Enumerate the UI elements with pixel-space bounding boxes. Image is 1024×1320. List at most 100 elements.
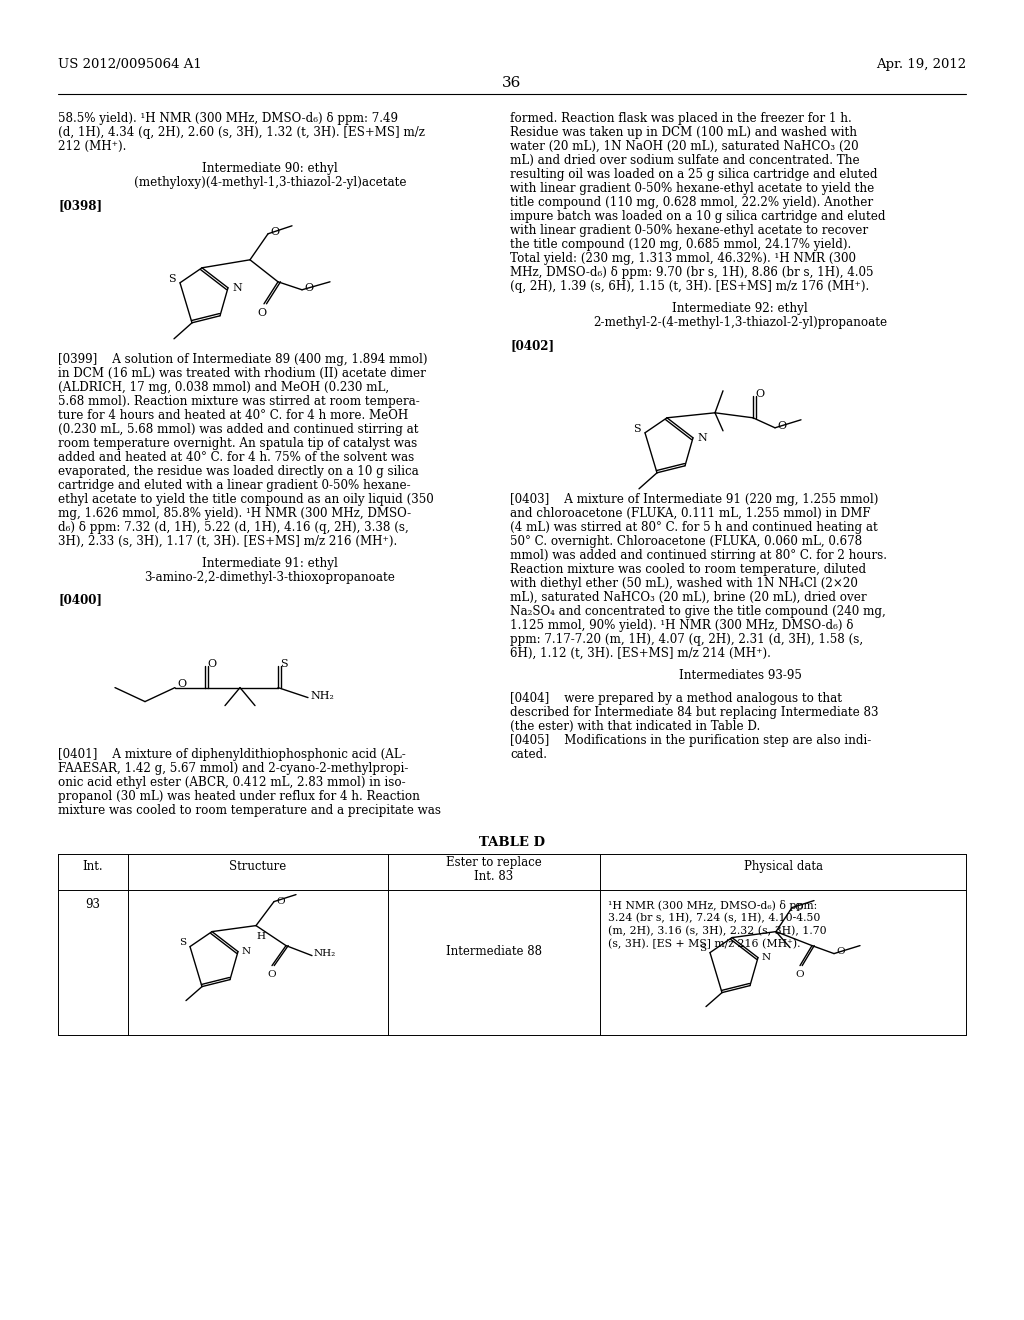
Text: H: H — [256, 932, 265, 941]
Text: in DCM (16 mL) was treated with rhodium (II) acetate dimer: in DCM (16 mL) was treated with rhodium … — [58, 367, 426, 380]
Text: ¹H NMR (300 MHz, DMSO-d₆) δ ppm:: ¹H NMR (300 MHz, DMSO-d₆) δ ppm: — [608, 900, 817, 911]
Text: mmol) was added and continued stirring at 80° C. for 2 hours.: mmol) was added and continued stirring a… — [510, 549, 887, 562]
Text: N: N — [697, 433, 707, 442]
Text: O: O — [836, 946, 845, 956]
Text: 5.68 mmol). Reaction mixture was stirred at room tempera-: 5.68 mmol). Reaction mixture was stirred… — [58, 395, 420, 408]
Text: O: O — [794, 903, 803, 912]
Text: [0400]: [0400] — [58, 594, 102, 607]
Text: (0.230 mL, 5.68 mmol) was added and continued stirring at: (0.230 mL, 5.68 mmol) was added and cont… — [58, 422, 419, 436]
Text: Na₂SO₄ and concentrated to give the title compound (240 mg,: Na₂SO₄ and concentrated to give the titl… — [510, 605, 886, 618]
Text: mL) and dried over sodium sulfate and concentrated. The: mL) and dried over sodium sulfate and co… — [510, 154, 859, 168]
Text: water (20 mL), 1N NaOH (20 mL), saturated NaHCO₃ (20: water (20 mL), 1N NaOH (20 mL), saturate… — [510, 140, 859, 153]
Text: (ALDRICH, 17 mg, 0.038 mmol) and MeOH (0.230 mL,: (ALDRICH, 17 mg, 0.038 mmol) and MeOH (0… — [58, 380, 389, 393]
Text: mL), saturated NaHCO₃ (20 mL), brine (20 mL), dried over: mL), saturated NaHCO₃ (20 mL), brine (20… — [510, 591, 866, 603]
Text: O: O — [777, 421, 786, 430]
Text: propanol (30 mL) was heated under reflux for 4 h. Reaction: propanol (30 mL) was heated under reflux… — [58, 789, 420, 803]
Text: 93: 93 — [85, 898, 100, 911]
Text: Intermediates 93-95: Intermediates 93-95 — [679, 669, 802, 682]
Text: (q, 2H), 1.39 (s, 6H), 1.15 (t, 3H). [ES+MS] m/z 176 (MH⁺).: (q, 2H), 1.39 (s, 6H), 1.15 (t, 3H). [ES… — [510, 280, 869, 293]
Text: Intermediate 90: ethyl: Intermediate 90: ethyl — [202, 162, 338, 176]
Text: [0404]    were prepared by a method analogous to that: [0404] were prepared by a method analogo… — [510, 692, 842, 705]
Text: resulting oil was loaded on a 25 g silica cartridge and eluted: resulting oil was loaded on a 25 g silic… — [510, 168, 878, 181]
Text: [0401]    A mixture of diphenyldithiophosphonic acid (AL-: [0401] A mixture of diphenyldithiophosph… — [58, 747, 406, 760]
Text: 2-methyl-2-(4-methyl-1,3-thiazol-2-yl)propanoate: 2-methyl-2-(4-methyl-1,3-thiazol-2-yl)pr… — [593, 317, 887, 330]
Text: described for Intermediate 84 but replacing Intermediate 83: described for Intermediate 84 but replac… — [510, 706, 879, 718]
Text: O: O — [304, 282, 313, 293]
Text: 1.125 mmol, 90% yield). ¹H NMR (300 MHz, DMSO-d₆) δ: 1.125 mmol, 90% yield). ¹H NMR (300 MHz,… — [510, 619, 853, 632]
Text: S: S — [168, 273, 176, 284]
Text: cated.: cated. — [510, 747, 547, 760]
Text: (4 mL) was stirred at 80° C. for 5 h and continued heating at: (4 mL) was stirred at 80° C. for 5 h and… — [510, 521, 878, 533]
Text: (methyloxy)(4-methyl-1,3-thiazol-2-yl)acetate: (methyloxy)(4-methyl-1,3-thiazol-2-yl)ac… — [134, 177, 407, 189]
Text: [0398]: [0398] — [58, 199, 102, 211]
Text: formed. Reaction flask was placed in the freezer for 1 h.: formed. Reaction flask was placed in the… — [510, 112, 852, 125]
Text: Reaction mixture was cooled to room temperature, diluted: Reaction mixture was cooled to room temp… — [510, 562, 866, 576]
Text: title compound (110 mg, 0.628 mmol, 22.2% yield). Another: title compound (110 mg, 0.628 mmol, 22.2… — [510, 195, 873, 209]
Text: N: N — [232, 282, 242, 293]
Text: MHz, DMSO-d₆) δ ppm: 9.70 (br s, 1H), 8.86 (br s, 1H), 4.05: MHz, DMSO-d₆) δ ppm: 9.70 (br s, 1H), 8.… — [510, 267, 873, 279]
Text: mixture was cooled to room temperature and a precipitate was: mixture was cooled to room temperature a… — [58, 804, 441, 817]
Text: S: S — [280, 659, 288, 669]
Text: 212 (MH⁺).: 212 (MH⁺). — [58, 140, 126, 153]
Text: (d, 1H), 4.34 (q, 2H), 2.60 (s, 3H), 1.32 (t, 3H). [ES+MS] m/z: (d, 1H), 4.34 (q, 2H), 2.60 (s, 3H), 1.3… — [58, 125, 425, 139]
Text: room temperature overnight. An spatula tip of catalyst was: room temperature overnight. An spatula t… — [58, 437, 417, 450]
Text: O: O — [276, 898, 285, 906]
Text: O: O — [267, 970, 276, 978]
Text: onic acid ethyl ester (ABCR, 0.412 mL, 2.83 mmol) in iso-: onic acid ethyl ester (ABCR, 0.412 mL, 2… — [58, 776, 406, 788]
Text: (m, 2H), 3.16 (s, 3H), 2.32 (s, 3H), 1.70: (m, 2H), 3.16 (s, 3H), 2.32 (s, 3H), 1.7… — [608, 925, 826, 936]
Text: added and heated at 40° C. for 4 h. 75% of the solvent was: added and heated at 40° C. for 4 h. 75% … — [58, 451, 415, 463]
Text: [0402]: [0402] — [510, 339, 554, 352]
Text: the title compound (120 mg, 0.685 mmol, 24.17% yield).: the title compound (120 mg, 0.685 mmol, … — [510, 238, 851, 251]
Text: 3.24 (br s, 1H), 7.24 (s, 1H), 4.10-4.50: 3.24 (br s, 1H), 7.24 (s, 1H), 4.10-4.50 — [608, 912, 820, 923]
Text: ppm: 7.17-7.20 (m, 1H), 4.07 (q, 2H), 2.31 (d, 3H), 1.58 (s,: ppm: 7.17-7.20 (m, 1H), 4.07 (q, 2H), 2.… — [510, 632, 863, 645]
Text: Ester to replace: Ester to replace — [446, 855, 542, 869]
Text: and chloroacetone (FLUKA, 0.111 mL, 1.255 mmol) in DMF: and chloroacetone (FLUKA, 0.111 mL, 1.25… — [510, 507, 870, 520]
Text: mg, 1.626 mmol, 85.8% yield). ¹H NMR (300 MHz, DMSO-: mg, 1.626 mmol, 85.8% yield). ¹H NMR (30… — [58, 507, 411, 520]
Text: Intermediate 88: Intermediate 88 — [446, 945, 542, 957]
Text: O: O — [257, 308, 266, 318]
Text: S: S — [634, 424, 641, 434]
Text: ture for 4 hours and heated at 40° C. for 4 h more. MeOH: ture for 4 hours and heated at 40° C. fo… — [58, 409, 409, 422]
Text: with linear gradient 0-50% hexane-ethyl acetate to recover: with linear gradient 0-50% hexane-ethyl … — [510, 224, 868, 238]
Text: Total yield: (230 mg, 1.313 mmol, 46.32%). ¹H NMR (300: Total yield: (230 mg, 1.313 mmol, 46.32%… — [510, 252, 856, 265]
Text: (s, 3H). [ES + MS] m/z 216 (MH⁺).: (s, 3H). [ES + MS] m/z 216 (MH⁺). — [608, 939, 801, 949]
Text: Apr. 19, 2012: Apr. 19, 2012 — [876, 58, 966, 71]
Text: impure batch was loaded on a 10 g silica cartridge and eluted: impure batch was loaded on a 10 g silica… — [510, 210, 886, 223]
Text: 58.5% yield). ¹H NMR (300 MHz, DMSO-d₆) δ ppm: 7.49: 58.5% yield). ¹H NMR (300 MHz, DMSO-d₆) … — [58, 112, 398, 125]
Text: (the ester) with that indicated in Table D.: (the ester) with that indicated in Table… — [510, 719, 760, 733]
Text: with linear gradient 0-50% hexane-ethyl acetate to yield the: with linear gradient 0-50% hexane-ethyl … — [510, 182, 874, 195]
Text: Int. 83: Int. 83 — [474, 870, 514, 883]
Text: 50° C. overnight. Chloroacetone (FLUKA, 0.060 mL, 0.678: 50° C. overnight. Chloroacetone (FLUKA, … — [510, 535, 862, 548]
Text: [0399]    A solution of Intermediate 89 (400 mg, 1.894 mmol): [0399] A solution of Intermediate 89 (40… — [58, 352, 427, 366]
Text: [0405]    Modifications in the purification step are also indi-: [0405] Modifications in the purification… — [510, 734, 871, 747]
Text: 3H), 2.33 (s, 3H), 1.17 (t, 3H). [ES+MS] m/z 216 (MH⁺).: 3H), 2.33 (s, 3H), 1.17 (t, 3H). [ES+MS]… — [58, 535, 397, 548]
Text: O: O — [755, 389, 764, 399]
Text: TABLE D: TABLE D — [479, 836, 545, 849]
Text: Residue was taken up in DCM (100 mL) and washed with: Residue was taken up in DCM (100 mL) and… — [510, 125, 857, 139]
Text: Intermediate 92: ethyl: Intermediate 92: ethyl — [672, 302, 808, 315]
Text: N: N — [242, 946, 251, 956]
Text: Int.: Int. — [83, 859, 103, 873]
Text: Intermediate 91: ethyl: Intermediate 91: ethyl — [202, 557, 338, 570]
Text: cartridge and eluted with a linear gradient 0-50% hexane-: cartridge and eluted with a linear gradi… — [58, 479, 411, 492]
Text: Structure: Structure — [229, 859, 287, 873]
Text: evaporated, the residue was loaded directly on a 10 g silica: evaporated, the residue was loaded direc… — [58, 465, 419, 478]
Text: N: N — [762, 953, 771, 962]
Text: US 2012/0095064 A1: US 2012/0095064 A1 — [58, 58, 202, 71]
Text: NH₂: NH₂ — [314, 949, 336, 958]
Text: ethyl acetate to yield the title compound as an oily liquid (350: ethyl acetate to yield the title compoun… — [58, 492, 434, 506]
Text: 6H), 1.12 (t, 3H). [ES+MS] m/z 214 (MH⁺).: 6H), 1.12 (t, 3H). [ES+MS] m/z 214 (MH⁺)… — [510, 647, 771, 660]
Text: O: O — [207, 659, 216, 669]
Text: S: S — [698, 944, 706, 953]
Text: O: O — [177, 678, 186, 689]
Text: d₆) δ ppm: 7.32 (d, 1H), 5.22 (d, 1H), 4.16 (q, 2H), 3.38 (s,: d₆) δ ppm: 7.32 (d, 1H), 5.22 (d, 1H), 4… — [58, 521, 409, 533]
Text: [0403]    A mixture of Intermediate 91 (220 mg, 1.255 mmol): [0403] A mixture of Intermediate 91 (220… — [510, 492, 879, 506]
Text: S: S — [179, 939, 186, 946]
Text: O: O — [270, 227, 280, 236]
Text: O: O — [796, 970, 804, 978]
Text: with diethyl ether (50 mL), washed with 1N NH₄Cl (2×20: with diethyl ether (50 mL), washed with … — [510, 577, 858, 590]
Text: FAAESAR, 1.42 g, 5.67 mmol) and 2-cyano-2-methylpropi-: FAAESAR, 1.42 g, 5.67 mmol) and 2-cyano-… — [58, 762, 409, 775]
Text: NH₂: NH₂ — [310, 690, 334, 701]
Text: Physical data: Physical data — [743, 859, 822, 873]
Text: 36: 36 — [503, 77, 521, 90]
